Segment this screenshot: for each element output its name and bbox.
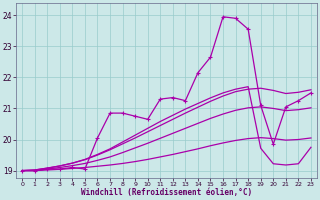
X-axis label: Windchill (Refroidissement éolien,°C): Windchill (Refroidissement éolien,°C) [81, 188, 252, 197]
